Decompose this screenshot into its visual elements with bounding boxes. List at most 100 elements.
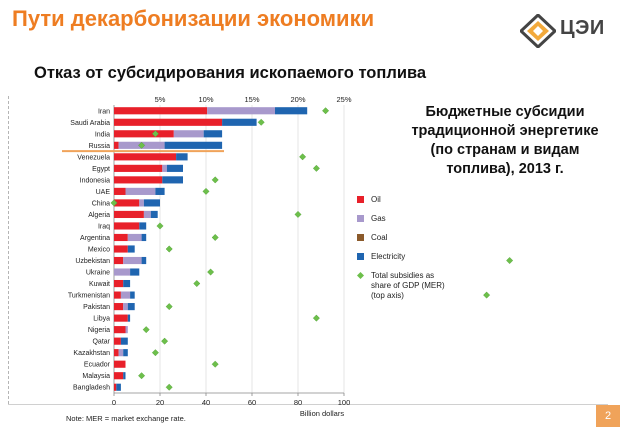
left-divider — [8, 96, 9, 404]
category-label: Algeria — [88, 212, 110, 219]
description-line: (по странам и видам — [430, 142, 580, 158]
bottom-divider — [8, 404, 608, 405]
top-axis-tick-label: 25% — [336, 95, 351, 104]
bar-oil — [114, 210, 144, 219]
gdp-share-marker — [156, 222, 164, 230]
gdp-share-marker — [483, 291, 491, 299]
description-line: топлива), 2013 г. — [446, 161, 564, 177]
category-label: Nigeria — [88, 327, 110, 334]
category-label: Bangladesh — [73, 385, 110, 392]
bar-electricity — [176, 153, 188, 161]
bar-electricity — [123, 279, 131, 288]
bar-oil — [114, 349, 119, 357]
legend-swatch-oil — [357, 196, 364, 203]
x-axis-tick-label: 80 — [294, 398, 302, 407]
bar-electricity — [150, 210, 158, 219]
bar-electricity — [275, 107, 308, 115]
bar-electricity — [127, 245, 135, 253]
legend-marker-diamond — [357, 272, 364, 279]
category-label: Iran — [98, 108, 110, 115]
category-label: Qatar — [92, 339, 110, 346]
bar-oil — [114, 314, 128, 322]
legend-swatch-electricity — [357, 253, 364, 260]
bar-oil — [114, 176, 163, 184]
gdp-share-marker — [161, 337, 169, 345]
bar-oil — [114, 118, 223, 126]
bar-gas — [114, 268, 131, 276]
bar-oil — [114, 222, 140, 230]
category-label: Ukraine — [86, 270, 110, 277]
bar-electricity — [162, 176, 183, 184]
bar-oil — [114, 291, 121, 299]
gdp-share-marker — [202, 187, 210, 195]
bar-electricity — [164, 141, 223, 149]
category-label: Venezuela — [77, 154, 110, 161]
category-label: Kuwait — [89, 281, 110, 288]
category-label: Malaysia — [82, 373, 110, 380]
category-label: Kazakhstan — [73, 350, 110, 357]
bar-gas — [118, 349, 124, 357]
gdp-share-marker — [165, 303, 173, 311]
gdp-share-marker — [207, 268, 215, 276]
category-label: Egypt — [92, 166, 110, 173]
bar-oil — [114, 337, 121, 345]
bar-electricity — [166, 164, 183, 172]
bar-gas — [162, 164, 167, 172]
x-axis-tick-label: 40 — [202, 398, 210, 407]
category-label: Libya — [93, 316, 110, 323]
bar-oil — [114, 233, 128, 242]
company-logo: ЦЭИ — [518, 12, 620, 50]
category-label: Ecuador — [84, 362, 111, 369]
slide-title: Пути декарбонизации экономики — [12, 6, 375, 31]
bar-electricity — [203, 130, 223, 138]
gdp-share-marker — [299, 153, 307, 161]
chart-description: Бюджетные субсидии традиционной энергети… — [395, 103, 615, 179]
legend-label: (top axis) — [371, 291, 404, 300]
bar-electricity — [143, 199, 160, 207]
category-label: China — [92, 200, 110, 207]
slide-subtitle: Отказ от субсидирования ископаемого топл… — [34, 64, 427, 82]
bar-gas — [123, 303, 128, 311]
gdp-share-marker — [110, 199, 118, 207]
gdp-share-marker — [165, 245, 173, 253]
category-label: Iraq — [98, 223, 110, 230]
bar-gas — [127, 233, 142, 242]
gdp-share-marker — [506, 257, 514, 265]
description-line: традиционной энергетике — [411, 123, 599, 139]
legend-label: Electricity — [371, 252, 405, 261]
x-axis-tick-label: 100 — [338, 398, 351, 407]
bar-oil — [114, 107, 208, 115]
bar-oil — [114, 383, 117, 391]
description-line: Бюджетные субсидии — [425, 104, 585, 120]
category-label: Indonesia — [80, 177, 110, 184]
gdp-share-marker — [142, 326, 150, 334]
bar-electricity — [127, 314, 131, 322]
bar-gas — [123, 256, 142, 265]
x-axis-tick-label: 20 — [156, 398, 164, 407]
bar-electricity — [120, 337, 128, 345]
legend-swatch-gas — [357, 215, 364, 222]
bar-electricity — [155, 187, 165, 195]
top-axis-tick-label: 20% — [290, 95, 305, 104]
bar-gas — [125, 326, 128, 334]
gdp-share-marker — [151, 130, 159, 138]
bar-electricity — [123, 372, 126, 380]
bar-gas — [125, 187, 156, 195]
bar-oil — [114, 187, 126, 195]
legend-label: share of GDP (MER) — [371, 281, 445, 290]
gdp-share-marker — [211, 233, 219, 241]
bar-oil — [114, 279, 124, 288]
logo-text: ЦЭИ — [560, 17, 605, 39]
gdp-share-marker — [312, 314, 320, 322]
footnote: Note: MER = market exchange rate. — [66, 414, 186, 423]
gdp-share-marker — [193, 280, 201, 288]
bar-oil — [114, 141, 119, 149]
category-label: Saudi Arabia — [70, 120, 110, 127]
bar-gas — [143, 210, 151, 219]
gdp-share-marker — [211, 176, 219, 184]
category-label: UAE — [96, 189, 111, 196]
bar-electricity — [130, 268, 140, 276]
page-number: 2 — [596, 405, 620, 427]
bar-electricity — [139, 222, 147, 230]
